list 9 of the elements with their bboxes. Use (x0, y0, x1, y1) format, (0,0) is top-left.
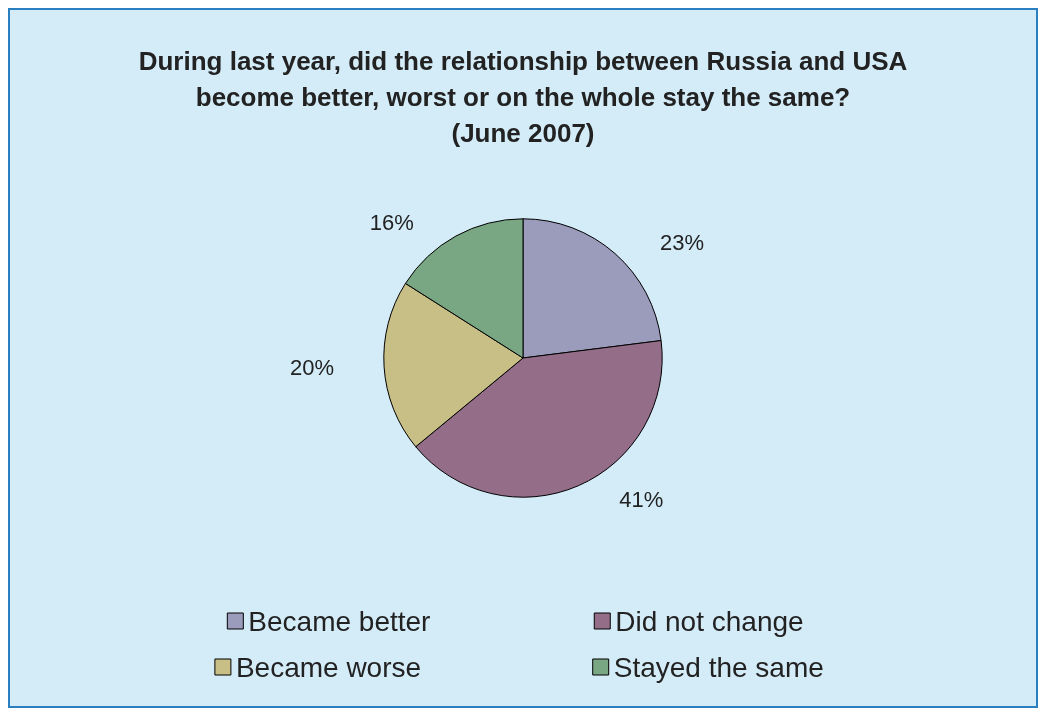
data-label: 41% (619, 487, 664, 513)
legend-label: Became worse (235, 651, 453, 683)
legend-label: Did not change (615, 605, 820, 637)
data-label: 16% (369, 210, 414, 236)
legend-label: Stayed the same (613, 651, 832, 683)
chart-title: During last year, did the relationship between Russia and USA become better, worst or on the whole stay the same? (June 2007) (138, 46, 908, 148)
data-label: 23% (659, 229, 705, 255)
data-label: 20% (290, 355, 335, 381)
legend-label: Became better (248, 605, 454, 637)
